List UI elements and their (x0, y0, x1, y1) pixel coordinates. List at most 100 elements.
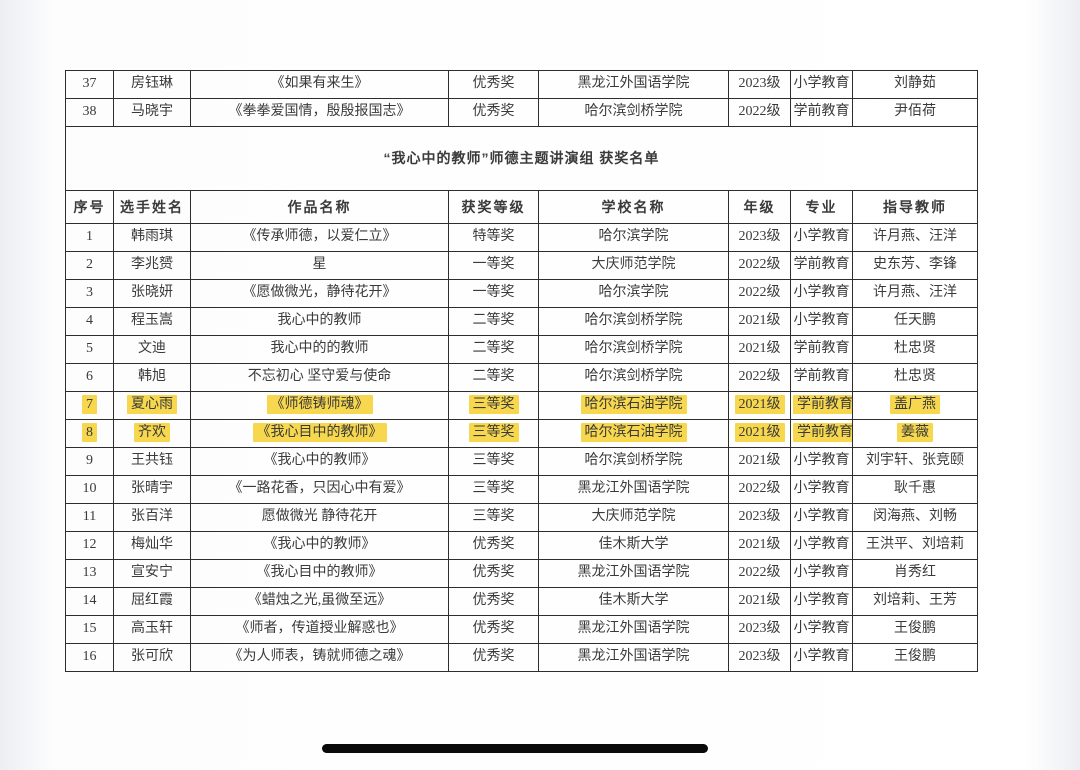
cell-school: 哈尔滨石油学院 (538, 419, 729, 448)
cell-award: 优秀奖 (448, 531, 539, 560)
cell-grade: 2021级 (728, 447, 791, 476)
cell-text: 《我心中的教师》 (263, 453, 376, 469)
cell-text: 高玉轩 (131, 621, 173, 637)
cell-text: 星 (312, 257, 327, 273)
cell-text: 许月燕、汪洋 (873, 285, 957, 301)
cell-text: 14 (82, 593, 97, 609)
cell-text: 大庆师范学院 (591, 257, 676, 273)
column-header-grade: 年级 (728, 190, 791, 224)
cell-text: 优秀奖 (472, 649, 515, 665)
cell-text: 2023级 (738, 76, 781, 92)
cell-text: 张可欣 (131, 649, 173, 665)
cell-text: 刘静茹 (894, 76, 936, 92)
cell-teacher: 许月燕、汪洋 (852, 223, 978, 252)
cell-text: 黑龙江外国语学院 (577, 76, 690, 92)
cell-text: 2 (86, 257, 93, 273)
cell-award: 三等奖 (448, 391, 539, 420)
cell-text: 黑龙江外国语学院 (577, 565, 690, 581)
cell-no: 16 (65, 643, 114, 672)
cell-grade: 2023级 (728, 643, 791, 672)
cell-teacher: 许月燕、汪洋 (852, 279, 978, 308)
home-indicator-bar[interactable] (322, 744, 708, 753)
cell-major: 学前教育 (790, 363, 853, 392)
cell-teacher: 杜忠贤 (852, 363, 978, 392)
cell-no: 9 (65, 447, 114, 476)
cell-text: 9 (86, 453, 93, 469)
cell-text: 2022级 (738, 104, 781, 120)
cell-text: 尹佰荷 (894, 104, 936, 120)
cell-text: 优秀奖 (472, 76, 515, 92)
cell-text: 小学教育 (793, 313, 850, 329)
highlighted-text: 学前教育 (793, 395, 852, 415)
cell-major: 小学教育 (790, 615, 853, 644)
cell-name: 张百洋 (113, 503, 191, 532)
cell-text: 6 (86, 369, 93, 385)
cell-name: 屈红霞 (113, 587, 191, 616)
cell-text: 《拳拳爱国情，殷殷报国志》 (228, 104, 411, 120)
highlighted-text: 7 (82, 395, 97, 415)
cell-text: 学前教育 (793, 257, 850, 273)
cell-name: 马晓宇 (113, 98, 191, 127)
cell-teacher: 任天鹏 (852, 307, 978, 336)
cell-text: 《我心目中的教师》 (256, 565, 383, 581)
previous-row: 38 马晓宇 《拳拳爱国情，殷殷报国志》 优秀奖 哈尔滨剑桥学院 2022级 学前教育 尹佰荷 (65, 98, 978, 127)
table-row: 10 张晴宇 《一路花香，只因心中有爱》 三等奖 黑龙江外国语学院 2022级 小学教育 耿千… (65, 475, 978, 504)
cell-teacher: 盖广燕 (852, 391, 978, 420)
cell-text: 三等奖 (472, 481, 515, 497)
table-row: 2 李兆赟 星 一等奖 大庆师范学院 2022级 学前教育 史东芳、李锋 (65, 251, 978, 280)
cell-text: 耿千惠 (894, 481, 936, 497)
cell-text: 刘宇轩、张竞颐 (866, 453, 964, 469)
cell-text: 佳木斯大学 (598, 593, 669, 609)
cell-text: 5 (86, 341, 93, 357)
cell-text: 学前教育 (793, 104, 850, 120)
cell-work: 星 (190, 251, 449, 280)
cell-text: 哈尔滨学院 (598, 229, 669, 245)
cell-teacher: 刘宇轩、张竞颐 (852, 447, 978, 476)
cell-text: 房钰琳 (131, 76, 173, 92)
cell-name: 高玉轩 (113, 615, 191, 644)
cell-text: 史东芳、李锋 (873, 257, 957, 273)
cell-teacher: 尹佰荷 (852, 98, 978, 127)
cell-text: 2021级 (738, 453, 781, 469)
cell-text: 15 (82, 621, 97, 637)
cell-text: 哈尔滨学院 (598, 285, 669, 301)
cell-text: 程玉嵩 (131, 313, 173, 329)
cell-award: 优秀奖 (448, 559, 539, 588)
cell-text: 韩雨琪 (131, 229, 173, 245)
awards-table: 37 房钰琳 《如果有来生》 优秀奖 黑龙江外国语学院 2023级 小学教育 刘静茹 38 马晓宇… (65, 70, 978, 672)
cell-text: 13 (82, 565, 97, 581)
cell-teacher: 王俊鹏 (852, 615, 978, 644)
table-row: 7 夏心雨 《师德铸师魂》 三等奖 哈尔滨石油学院 2021级 学前教育 盖广燕 (65, 391, 978, 420)
cell-award: 优秀奖 (448, 70, 539, 99)
cell-major: 小学教育 (790, 223, 853, 252)
column-header-name: 选手姓名 (113, 190, 191, 224)
cell-text: 梅灿华 (131, 537, 173, 553)
cell-name: 房钰琳 (113, 70, 191, 99)
cell-school: 黑龙江外国语学院 (538, 643, 729, 672)
cell-text: 闵海燕、刘畅 (873, 509, 957, 525)
cell-award: 二等奖 (448, 363, 539, 392)
column-header-work: 作品名称 (190, 190, 449, 224)
cell-text: 2021级 (738, 313, 781, 329)
cell-text: 小学教育 (793, 509, 850, 525)
cell-teacher: 肖秀红 (852, 559, 978, 588)
cell-text: 《蜡烛之光,虽微至远》 (247, 593, 392, 609)
cell-no: 38 (65, 98, 114, 127)
highlighted-text: 三等奖 (468, 395, 519, 415)
cell-major: 小学教育 (790, 531, 853, 560)
cell-major: 小学教育 (790, 587, 853, 616)
cell-text: 2023级 (738, 509, 781, 525)
cell-teacher: 闵海燕、刘畅 (852, 503, 978, 532)
cell-text: 小学教育 (793, 229, 850, 245)
cell-major: 学前教育 (790, 98, 853, 127)
cell-no: 11 (65, 503, 114, 532)
cell-major: 小学教育 (790, 447, 853, 476)
cell-text: 小学教育 (793, 285, 850, 301)
cell-school: 大庆师范学院 (538, 251, 729, 280)
cell-work: 我心中的的教师 (190, 335, 449, 364)
cell-no: 37 (65, 70, 114, 99)
cell-text: 《一路花香，只因心中有爱》 (228, 481, 411, 497)
cell-text: 小学教育 (793, 621, 850, 637)
cell-text: 12 (82, 537, 97, 553)
cell-award: 二等奖 (448, 307, 539, 336)
